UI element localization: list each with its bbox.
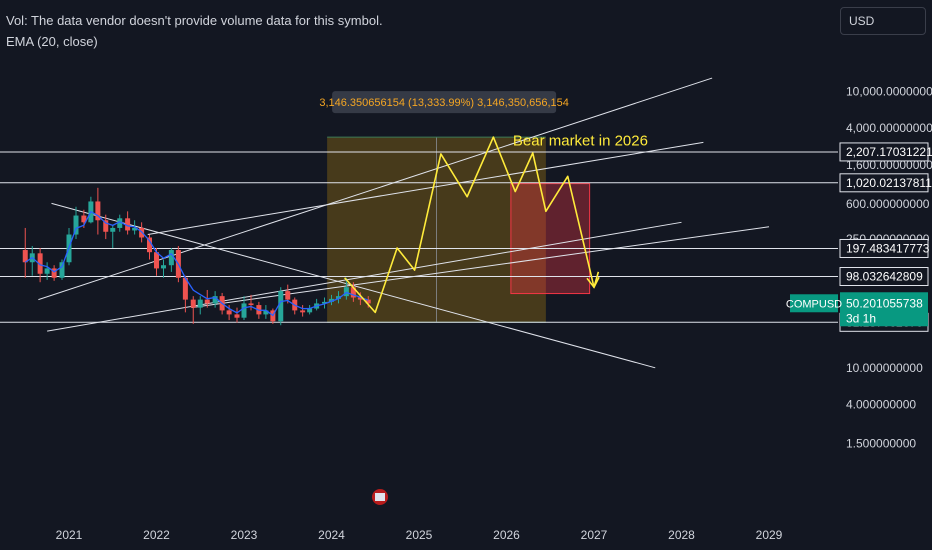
- x-tick-label: 2024: [318, 528, 345, 542]
- trend-line: [47, 221, 682, 332]
- candle-body: [226, 310, 232, 315]
- current-price-label: 50.201055738: [846, 296, 923, 310]
- projection-arrowhead: [586, 276, 600, 289]
- candle-body: [300, 310, 306, 313]
- candle-body: [357, 297, 363, 300]
- earnings-flag-icon-inner: [375, 493, 385, 501]
- candle-body: [197, 299, 203, 308]
- trend-line: [147, 141, 704, 236]
- y-tick-label: 4.000000000: [846, 397, 916, 411]
- y-tick-label: 600.000000000: [846, 197, 930, 211]
- candle-body: [154, 252, 159, 269]
- candle-body: [263, 310, 269, 315]
- candle-body: [234, 314, 240, 318]
- level-label: 2,207.170312217: [846, 145, 932, 159]
- candle-body: [190, 299, 196, 308]
- level-label-box: [839, 238, 929, 258]
- candle-body: [285, 291, 291, 300]
- current-price-box: [840, 292, 928, 327]
- ema-line: [24, 210, 369, 317]
- candle-body: [278, 291, 284, 322]
- candle-body: [51, 268, 57, 278]
- level-label-box: [839, 266, 929, 286]
- candle-body: [73, 215, 79, 235]
- bear-zone-label: Bear market in 2026: [513, 133, 648, 150]
- candle-body: [22, 250, 28, 263]
- candle-body: [204, 299, 210, 304]
- x-tick-label: 2027: [581, 528, 608, 542]
- candle-body: [365, 299, 371, 304]
- candle-body: [81, 215, 87, 223]
- level-label-box: [839, 142, 929, 162]
- x-tick-label: 2026: [493, 528, 520, 542]
- measure-label: 3,146.350656154 (13,333.99%) 3,146,350,6…: [319, 97, 569, 109]
- candle-body: [307, 308, 313, 313]
- x-tick-label: 2023: [231, 528, 258, 542]
- level-label: 1,020.021378115: [846, 176, 932, 190]
- candle-body: [336, 296, 341, 299]
- x-tick-label: 2025: [406, 528, 433, 542]
- candle-body: [59, 262, 65, 278]
- x-tick-label: 2028: [668, 528, 695, 542]
- measure-label-box: [332, 91, 557, 114]
- candle-body: [161, 265, 166, 269]
- countdown-label: 3d 1h: [846, 311, 876, 325]
- candle-body: [241, 303, 247, 318]
- candle-body: [343, 287, 349, 297]
- candle-body: [95, 201, 101, 221]
- level-label: 197.483417773: [846, 241, 930, 255]
- candle-body: [182, 277, 188, 300]
- trend-line: [38, 77, 713, 301]
- projection-path: [344, 136, 600, 314]
- candle-body: [44, 268, 50, 274]
- candle-body: [322, 301, 327, 304]
- candle-body: [329, 298, 334, 302]
- x-tick-label: 2021: [56, 528, 83, 542]
- currency-button[interactable]: USD: [840, 7, 926, 35]
- candle-body: [117, 218, 123, 228]
- y-tick-label: 10,000.000000000: [846, 85, 932, 99]
- candle-body: [168, 250, 174, 266]
- candle-body: [110, 227, 116, 232]
- ema-indicator-label[interactable]: EMA (20, close): [6, 34, 98, 49]
- plot-area: Bear market in 2026 3,146.350656154 (13,3…: [0, 77, 838, 505]
- bear-market-zone: [510, 183, 591, 295]
- symbol-tag: [790, 294, 838, 313]
- candle-body: [248, 303, 254, 306]
- candle-body: [212, 296, 218, 304]
- volume-note: Vol: The data vendor doesn't provide vol…: [6, 13, 383, 28]
- y-tick-label: 1.500000000: [846, 437, 916, 451]
- candle-body: [37, 253, 43, 274]
- candle-body: [125, 218, 131, 231]
- candle-body: [103, 220, 109, 232]
- symbol-label: COMPUSD: [786, 298, 842, 310]
- x-tick-label: 2029: [756, 528, 783, 542]
- candle-body: [350, 287, 356, 298]
- level-label-box: [839, 173, 929, 193]
- y-tick-label: 10.000000000: [846, 361, 923, 375]
- candle-body: [132, 227, 138, 231]
- x-tick-label: 2022: [143, 528, 170, 542]
- candle-body: [147, 237, 152, 253]
- y-tick-label: 4,000.000000000: [846, 121, 932, 135]
- level-label: 98.032642809: [846, 269, 923, 283]
